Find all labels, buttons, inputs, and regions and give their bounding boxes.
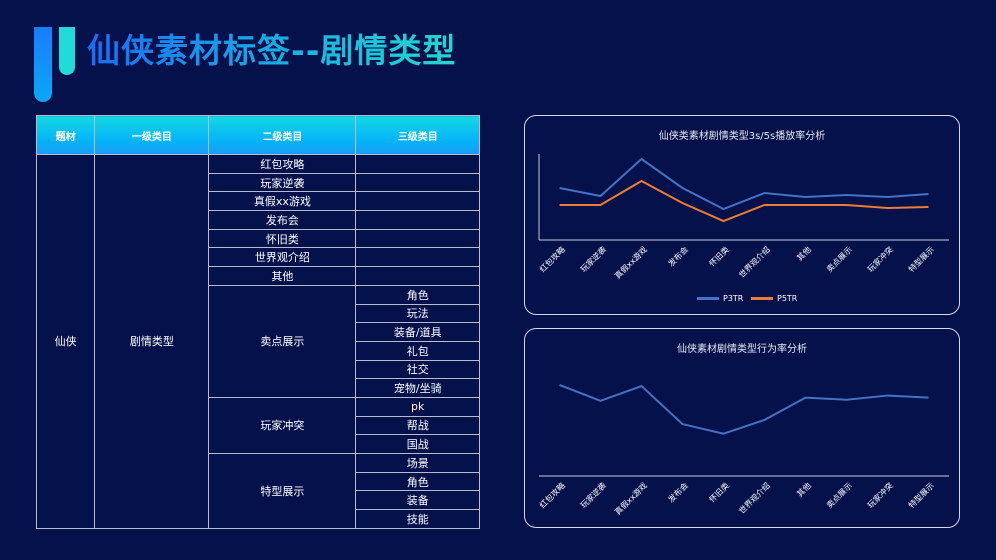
level1-cell: 剧情类型	[94, 154, 210, 529]
level3-cell	[355, 210, 480, 230]
table-row: 角色	[37, 471, 480, 492]
legend-label: P5TR	[777, 294, 798, 303]
x-tick-label: 红包攻略	[537, 480, 567, 510]
level3-cell: 角色	[355, 284, 480, 305]
legend-item: P5TR	[751, 294, 797, 303]
column-header: 一级类目	[94, 115, 210, 155]
x-tick-label: 特型展示	[906, 480, 936, 510]
chart-panel-play-rate: 仙侠类素材剧情类型3s/5s播放率分析 红包攻略 玩家逆袭 真假xx游戏 发布会 怀旧类…	[524, 115, 960, 315]
chart-panel-behavior-rate: 仙侠素材剧情类型行为率分析 红包攻略 玩家逆袭 真假xx游戏 发布会 怀旧类 世界观介绍 其…	[524, 328, 960, 528]
chart-title: 仙侠类素材剧情类型3s/5s播放率分析	[658, 131, 826, 142]
level3-cell: 社交	[355, 359, 480, 380]
x-tick-label: 真假xx游戏	[613, 244, 649, 280]
level2-cell: 真假xx游戏	[208, 191, 357, 212]
series-line-P3TR	[559, 157, 929, 211]
level3-cell: 玩法	[355, 303, 480, 324]
legend-label: P3TR	[723, 294, 744, 303]
table-row: 装备/道具	[37, 322, 480, 342]
behavior-rate-chart: 红包攻略 玩家逆袭 真假xx游戏 发布会 怀旧类 世界观介绍 其他 卖点展示 玩家冲突 特型展示	[537, 384, 949, 517]
level3-cell	[355, 228, 480, 249]
tag-table: 题材 一级类目 二级类目 三级类目 仙侠 剧情类型 红包攻略 玩家逆袭 真假xx游戏 发布…	[35, 115, 480, 529]
x-tick-label: 世界观介绍	[737, 480, 772, 515]
level3-cell: 国战	[355, 434, 480, 454]
level2-cell: 世界观介绍	[208, 247, 357, 268]
level3-cell: 礼包	[355, 340, 480, 361]
x-tick-label: 玩家冲突	[865, 480, 895, 510]
x-tick-label: 真假xx游戏	[613, 480, 649, 516]
x-tick-label: 卖点展示	[825, 245, 854, 274]
table-row: 仙侠 剧情类型 红包攻略	[35, 154, 480, 529]
x-tick-label: 发布会	[666, 244, 690, 268]
table-row: 特型展示 场景	[37, 453, 480, 529]
level3-cell	[355, 154, 480, 174]
level3-cell: 宠物/坐骑	[355, 378, 480, 398]
legend-item: P3TR	[697, 294, 743, 303]
level3-cell: 帮战	[355, 415, 480, 436]
level3-cell	[355, 191, 480, 212]
level3-cell	[355, 266, 480, 286]
level2-cell: 卖点展示	[208, 284, 357, 398]
subject-cell: 仙侠	[35, 154, 96, 529]
column-header: 二级类目	[208, 115, 357, 155]
x-tick-label: 发布会	[666, 480, 690, 504]
x-tick-label: 怀旧类	[707, 480, 731, 504]
level3-cell: 角色	[355, 471, 480, 492]
x-tick-label: 世界观介绍	[737, 244, 772, 279]
level3-cell: 装备	[355, 490, 480, 511]
x-tick-label: 怀旧类	[707, 244, 731, 268]
table-row: 怀旧类	[37, 228, 480, 249]
level2-cell: 玩家逆袭	[208, 172, 357, 193]
x-tick-label: 其他	[795, 244, 813, 262]
level3-cell	[355, 247, 480, 268]
play-rate-chart: 红包攻略 玩家逆袭 真假xx游戏 发布会 怀旧类 世界观介绍 其他 卖点展示 玩家冲突 特型展示	[537, 154, 949, 281]
series-line-P5TR	[559, 179, 929, 223]
title-accent-bar	[34, 27, 52, 102]
x-tick-label: 玩家冲突	[865, 244, 895, 274]
level2-cell: 发布会	[208, 210, 357, 230]
table-row: 世界观介绍	[37, 247, 480, 268]
table-row: 真假xx游戏	[37, 191, 480, 212]
x-tick-label: 卖点展示	[825, 481, 854, 510]
table-row: 其他	[37, 266, 480, 286]
column-header: 三级类目	[355, 115, 480, 155]
table-row: 宠物/坐骑	[37, 378, 480, 398]
x-tick-label: 特型展示	[906, 244, 936, 274]
level3-cell	[355, 172, 480, 193]
series-line-rate	[559, 384, 929, 435]
chart-title: 仙侠素材剧情类型行为率分析	[677, 344, 807, 355]
level3-cell: 装备/道具	[355, 322, 480, 342]
page-title: 仙侠素材标签--剧情类型	[87, 24, 456, 72]
table-row: 技能	[37, 509, 480, 529]
x-tick-label: 玩家逆袭	[578, 480, 608, 510]
x-tick-label: 其他	[795, 480, 813, 498]
column-header: 题材	[35, 115, 96, 155]
x-tick-label: 红包攻略	[537, 244, 567, 274]
level2-cell: 红包攻略	[208, 154, 357, 174]
x-tick-label: 玩家逆袭	[578, 244, 608, 274]
level2-cell: 怀旧类	[208, 228, 357, 249]
title-accent-bar	[59, 27, 75, 75]
level2-cell: 玩家冲突	[208, 396, 357, 455]
level3-cell: 技能	[355, 509, 480, 529]
table-row: 帮战	[37, 415, 480, 436]
level2-cell: 特型展示	[208, 453, 357, 529]
level3-cell: pk	[355, 396, 480, 417]
table-row: 玩家冲突 pk	[37, 396, 480, 455]
level3-cell: 场景	[355, 453, 480, 473]
level2-cell: 其他	[208, 266, 357, 286]
